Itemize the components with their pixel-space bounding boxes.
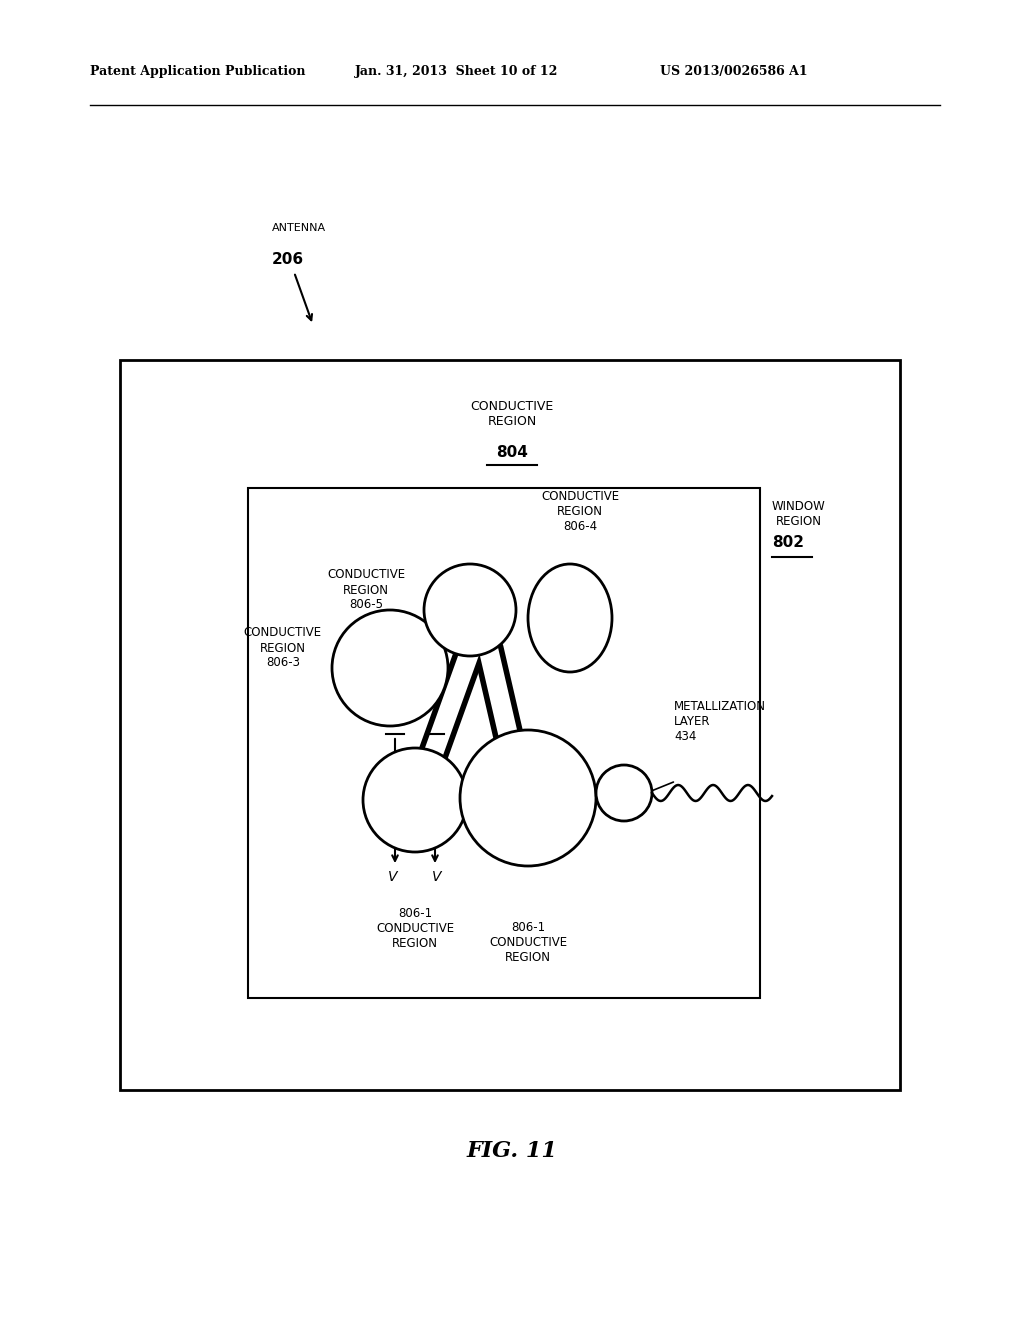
Circle shape	[332, 610, 449, 726]
Text: 806-1
CONDUCTIVE
REGION: 806-1 CONDUCTIVE REGION	[376, 907, 454, 950]
Text: US 2013/0026586 A1: US 2013/0026586 A1	[660, 66, 808, 78]
Text: V: V	[432, 870, 441, 884]
Text: METALLIZATION
LAYER
434: METALLIZATION LAYER 434	[674, 700, 766, 743]
Bar	[120, 360, 900, 1090]
Text: Jan. 31, 2013  Sheet 10 of 12: Jan. 31, 2013 Sheet 10 of 12	[355, 66, 558, 78]
Text: 804: 804	[496, 445, 528, 459]
Text: 206: 206	[272, 252, 304, 267]
Text: V: V	[388, 870, 397, 884]
Circle shape	[596, 766, 652, 821]
Circle shape	[460, 730, 596, 866]
Bar	[248, 488, 760, 998]
Text: CONDUCTIVE
REGION: CONDUCTIVE REGION	[470, 400, 554, 428]
Circle shape	[362, 748, 467, 851]
Text: 806-1
CONDUCTIVE
REGION: 806-1 CONDUCTIVE REGION	[488, 921, 567, 964]
Text: CONDUCTIVE
REGION
806-4: CONDUCTIVE REGION 806-4	[541, 490, 620, 533]
Text: FIG. 11: FIG. 11	[467, 1140, 557, 1162]
Circle shape	[424, 564, 516, 656]
Text: CONDUCTIVE
REGION
806-5: CONDUCTIVE REGION 806-5	[327, 569, 406, 611]
Text: ANTENNA: ANTENNA	[272, 223, 326, 234]
Text: Patent Application Publication: Patent Application Publication	[90, 66, 305, 78]
Text: 802: 802	[772, 535, 804, 550]
Text: CONDUCTIVE
REGION
806-3: CONDUCTIVE REGION 806-3	[244, 627, 322, 669]
Ellipse shape	[528, 564, 612, 672]
Text: WINDOW
REGION: WINDOW REGION	[772, 500, 825, 528]
